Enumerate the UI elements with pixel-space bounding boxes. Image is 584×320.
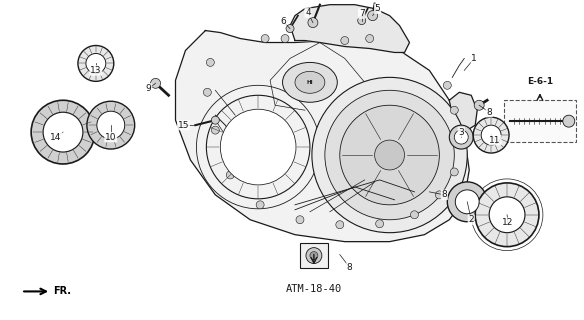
- Circle shape: [341, 36, 349, 44]
- Circle shape: [286, 25, 294, 33]
- Circle shape: [97, 111, 125, 139]
- Circle shape: [312, 77, 467, 233]
- Text: FR.: FR.: [53, 286, 71, 296]
- Text: 10: 10: [105, 132, 117, 141]
- Circle shape: [474, 100, 484, 110]
- Circle shape: [203, 88, 211, 96]
- Text: 8: 8: [347, 263, 353, 272]
- Text: 3: 3: [458, 128, 464, 137]
- Circle shape: [87, 101, 135, 149]
- Circle shape: [454, 130, 468, 144]
- Circle shape: [473, 117, 509, 153]
- Ellipse shape: [283, 62, 338, 102]
- Text: 8: 8: [442, 190, 447, 199]
- Text: 14: 14: [50, 132, 62, 141]
- Circle shape: [211, 116, 220, 124]
- Circle shape: [456, 136, 463, 144]
- Circle shape: [366, 35, 374, 43]
- Text: 7: 7: [359, 9, 364, 18]
- Circle shape: [31, 100, 95, 164]
- Circle shape: [151, 78, 161, 88]
- Circle shape: [211, 126, 220, 134]
- Circle shape: [310, 252, 318, 260]
- Circle shape: [456, 190, 479, 214]
- Text: 13: 13: [90, 66, 102, 75]
- Text: 8: 8: [486, 108, 492, 117]
- Ellipse shape: [295, 71, 325, 93]
- Circle shape: [281, 35, 289, 43]
- Polygon shape: [176, 31, 469, 242]
- Text: ATM-18-40: ATM-18-40: [286, 284, 342, 294]
- Text: 4: 4: [305, 8, 311, 17]
- Circle shape: [475, 183, 539, 247]
- Polygon shape: [439, 142, 464, 175]
- Circle shape: [450, 168, 458, 176]
- Circle shape: [375, 140, 405, 170]
- Circle shape: [261, 35, 269, 43]
- Circle shape: [358, 17, 366, 25]
- Text: 1: 1: [471, 54, 477, 63]
- Circle shape: [336, 221, 344, 229]
- Circle shape: [86, 53, 106, 73]
- Circle shape: [376, 220, 384, 228]
- Circle shape: [481, 125, 501, 145]
- Circle shape: [489, 197, 525, 233]
- Circle shape: [43, 112, 83, 152]
- Circle shape: [220, 109, 296, 185]
- Text: 5: 5: [375, 4, 381, 13]
- Text: HI: HI: [307, 80, 313, 85]
- Text: 11: 11: [489, 136, 501, 145]
- Text: 2: 2: [468, 215, 474, 224]
- Polygon shape: [290, 5, 409, 52]
- Circle shape: [306, 248, 322, 264]
- Circle shape: [411, 211, 419, 219]
- Circle shape: [78, 45, 114, 81]
- Circle shape: [308, 18, 318, 28]
- Circle shape: [443, 81, 451, 89]
- Circle shape: [296, 216, 304, 224]
- Circle shape: [449, 125, 473, 149]
- Circle shape: [450, 106, 458, 114]
- Text: 6: 6: [280, 17, 286, 26]
- Text: 15: 15: [178, 121, 189, 130]
- Circle shape: [368, 11, 378, 20]
- Circle shape: [226, 171, 234, 179]
- Text: E-6-1: E-6-1: [527, 77, 553, 86]
- Circle shape: [206, 59, 214, 67]
- Circle shape: [325, 90, 454, 220]
- Text: 9: 9: [146, 84, 151, 93]
- Bar: [504, 100, 576, 142]
- Polygon shape: [449, 92, 477, 130]
- Bar: [300, 243, 328, 268]
- Circle shape: [256, 201, 264, 209]
- Circle shape: [340, 105, 439, 205]
- Circle shape: [563, 115, 575, 127]
- Text: 12: 12: [502, 218, 514, 227]
- Circle shape: [436, 191, 443, 199]
- Circle shape: [447, 182, 487, 222]
